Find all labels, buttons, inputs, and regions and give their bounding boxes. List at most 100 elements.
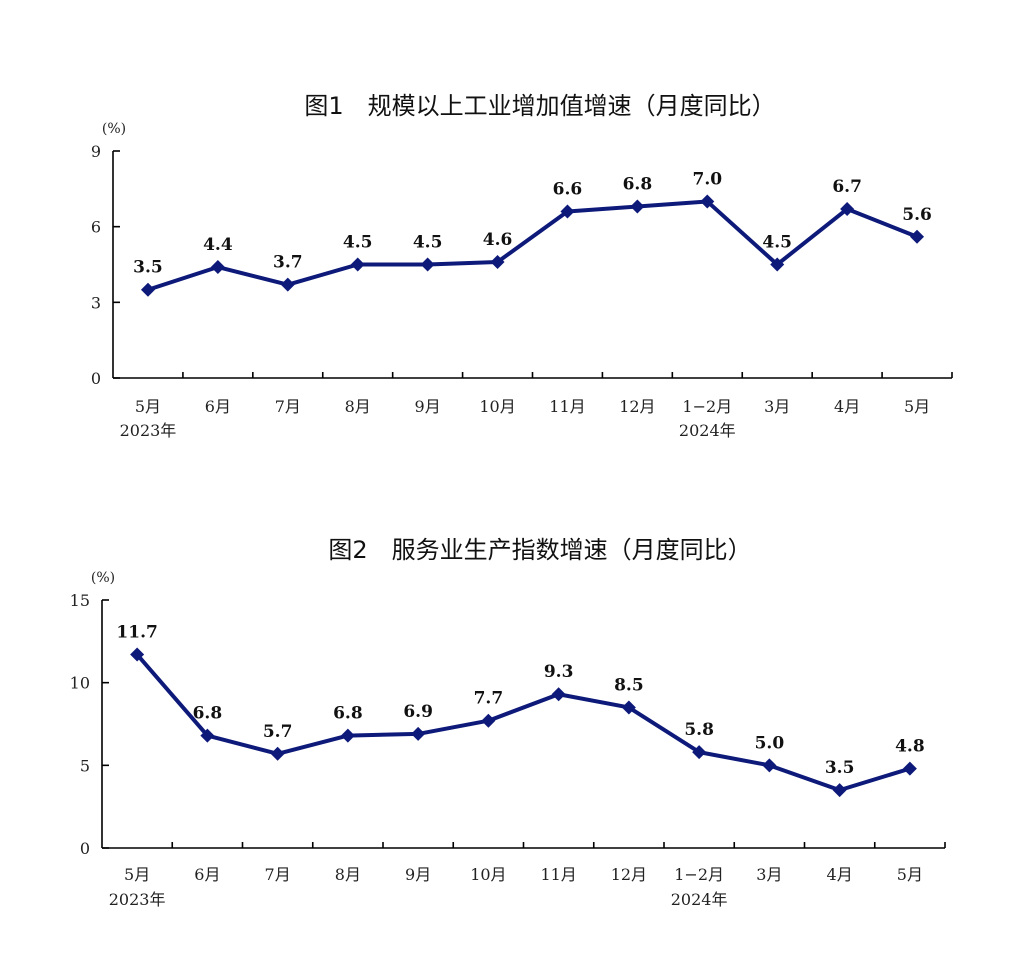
chart-2-x-tick-label: 5月: [897, 865, 923, 884]
chart-1-y-tick-label: 0: [91, 369, 101, 388]
chart-1-axes: [112, 151, 952, 379]
chart-2-data-label: 6.8: [333, 704, 363, 724]
chart-1-data-label: 4.4: [203, 235, 233, 255]
chart-2-unit: (%): [91, 570, 115, 586]
chart-1-data-point: [770, 257, 785, 272]
chart-1-data-label: 5.6: [902, 205, 932, 225]
chart-2-y-tick-label: 15: [70, 591, 90, 610]
chart-1-data-label: 7.0: [693, 169, 723, 189]
chart-1-year-label: 2023年: [120, 421, 177, 440]
chart-1-unit: (%): [102, 121, 126, 137]
chart-2-data-label: 7.7: [474, 689, 504, 709]
chart-1-x-tick-label: 12月: [619, 397, 655, 416]
chart-2-data-point: [130, 647, 145, 662]
chart-2-x-tick-label: 3月: [756, 865, 782, 884]
chart-2-data-label: 3.5: [825, 758, 855, 778]
chart-1-data-point: [350, 257, 365, 272]
chart-1-data-point: [420, 257, 435, 272]
chart-1-data-label: 4.6: [483, 230, 513, 250]
chart-2-data-label: 6.8: [193, 704, 223, 724]
chart-2-series-line: [135, 653, 911, 793]
chart-services-growth: 图2 服务业生产指数增速（月度同比） (%) 0 5 10 15 5月 6月 7月 8月 9月…: [70, 536, 946, 909]
chart-2-data-label: 5.7: [263, 722, 293, 742]
chart-2-x-tick-label: 5月: [124, 865, 150, 884]
chart-1-x-tick-label: 3月: [764, 397, 790, 416]
chart-2-y-tick-label: 5: [80, 756, 90, 775]
chart-2-y-tick-label: 10: [70, 674, 90, 693]
chart-1-x-tick-label: 8月: [345, 397, 371, 416]
chart-2-x-tick-label: 4月: [827, 865, 853, 884]
chart-1-x-tick-label: 6月: [205, 397, 231, 416]
chart-1-y-tick-label: 9: [91, 142, 101, 161]
chart-2-data-point: [411, 726, 426, 741]
chart-2-data-point: [832, 783, 847, 798]
chart-1-x-ticks: 5月 6月 7月 8月 9月 10月 11月 12月 1−2月 3月 4月 5月: [135, 372, 953, 416]
chart-2-data-point: [481, 713, 496, 728]
chart-1-x-tick-label: 1−2月: [682, 397, 732, 416]
chart-1-data-label: 3.5: [133, 258, 163, 278]
chart-1-x-tick-label: 7月: [275, 397, 301, 416]
chart-1-series: [140, 194, 925, 297]
chart-1-data-point: [210, 260, 225, 275]
chart-2-year-labels: 2023年 2024年: [109, 890, 728, 909]
chart-2-title: 图2 服务业生产指数增速（月度同比）: [328, 536, 751, 564]
chart-1-x-tick-label: 5月: [904, 397, 930, 416]
chart-2-data-point: [340, 728, 355, 743]
chart-2-data-label: 4.8: [895, 737, 925, 757]
chart-1-data-point: [560, 204, 575, 219]
chart-2-x-tick-label: 7月: [265, 865, 291, 884]
chart-2-year-label: 2024年: [671, 890, 728, 909]
chart-2-data-label: 5.0: [755, 733, 785, 753]
chart-2-x-tick-label: 9月: [405, 865, 431, 884]
chart-2-x-tick-label: 10月: [470, 865, 506, 884]
chart-2-x-tick-label: 11月: [540, 865, 576, 884]
chart-2-data-label: 8.5: [614, 675, 644, 695]
chart-2-x-ticks: 5月 6月 7月 8月 9月 10月 11月 12月 1−2月 3月 4月 5月: [124, 842, 946, 884]
chart-2-x-tick-label: 6月: [194, 865, 220, 884]
chart-2-x-tick-label: 1−2月: [674, 865, 724, 884]
chart-1-data-label: 4.5: [413, 233, 443, 253]
chart-1-y-tick-label: 6: [91, 218, 101, 237]
chart-1-x-tick-label: 9月: [415, 397, 441, 416]
chart-1-data-point: [140, 282, 155, 297]
chart-2-data-point: [621, 700, 636, 715]
chart-2-data-point: [762, 758, 777, 773]
chart-2-y-ticks: 0 5 10 15: [70, 591, 109, 858]
chart-2-data-label: 11.7: [116, 623, 157, 643]
chart-2-data-point: [551, 687, 566, 702]
chart-2-data-label: 9.3: [544, 662, 574, 682]
chart-1-x-tick-label: 10月: [479, 397, 515, 416]
chart-1-data-label: 4.5: [343, 233, 373, 253]
chart-1-data-label: 3.7: [273, 253, 303, 273]
chart-1-title: 图1 规模以上工业增加值增速（月度同比）: [304, 92, 775, 120]
chart-2-data-label: 6.9: [403, 702, 433, 722]
chart-1-data-label: 6.6: [553, 180, 583, 200]
chart-1-x-tick-label: 11月: [549, 397, 585, 416]
chart-2-data-labels: 11.7 6.8 5.7 6.8 6.9 7.7 9.3 8.5 5.8 5.0 3.5 4.8: [116, 623, 924, 779]
chart-2-data-label: 5.8: [684, 720, 714, 740]
chart-industrial-growth: 图1 规模以上工业增加值增速（月度同比） (%) 0 3 6 9 5月 6月 7月 8月 9月…: [91, 92, 953, 440]
chart-2-data-point: [270, 746, 285, 761]
chart-1-data-labels: 3.5 4.4 3.7 4.5 4.5 4.6 6.6 6.8 7.0 4.5 6.7 5.6: [133, 169, 932, 277]
chart-1-year-labels: 2023年 2024年: [120, 421, 736, 440]
chart-1-x-tick-label: 5月: [135, 397, 161, 416]
chart-1-series-line: [147, 199, 918, 292]
chart-2-series: [130, 647, 917, 798]
chart-2-data-point: [902, 761, 917, 776]
chart-1-data-point: [280, 277, 295, 292]
chart-2-data-point: [200, 728, 215, 743]
chart-1-data-point: [840, 202, 855, 217]
chart-1-y-ticks: 0 3 6 9: [91, 142, 120, 388]
chart-1-year-label: 2024年: [679, 421, 736, 440]
chart-1-data-point: [910, 229, 925, 244]
chart-2-axes: [101, 600, 945, 849]
chart-1-y-tick-label: 3: [91, 293, 101, 312]
chart-2-x-tick-label: 8月: [335, 865, 361, 884]
chart-1-data-point: [700, 194, 715, 209]
chart-2-data-point: [692, 745, 707, 760]
chart-2-year-label: 2023年: [109, 890, 166, 909]
chart-1-data-label: 6.8: [623, 174, 653, 194]
chart-2-y-tick-label: 0: [80, 839, 90, 858]
chart-1-x-tick-label: 4月: [834, 397, 860, 416]
